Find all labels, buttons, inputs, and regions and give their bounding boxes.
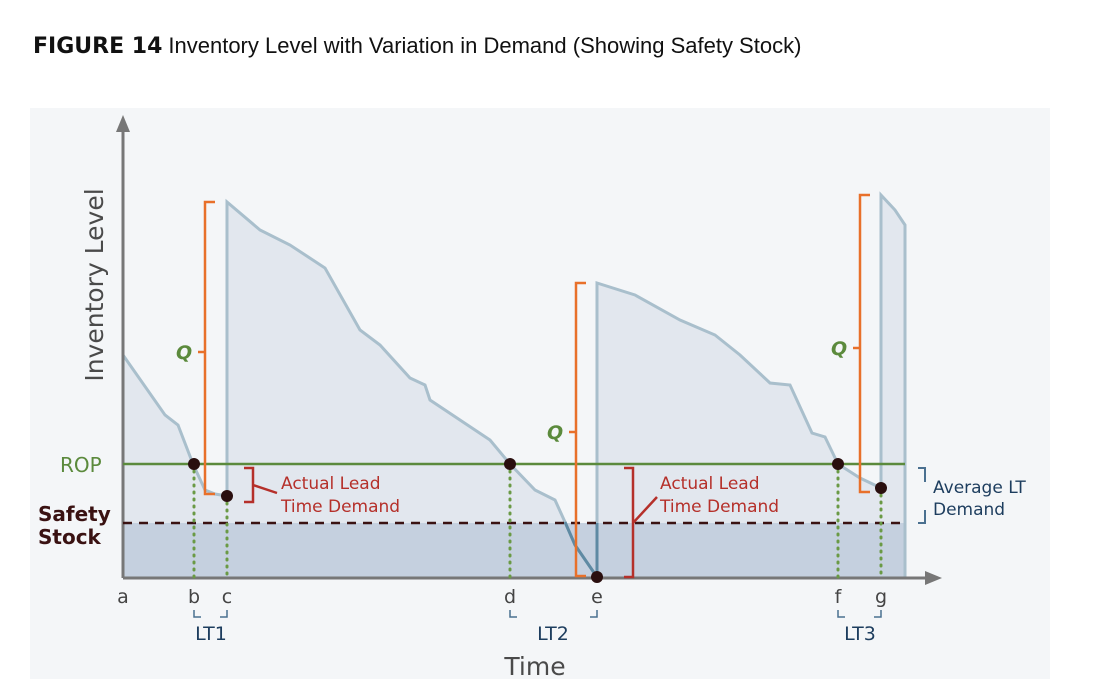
x-axis-label: Time bbox=[503, 652, 565, 679]
q-label-2: Q bbox=[547, 422, 563, 444]
lt3-label: LT3 bbox=[844, 623, 876, 645]
safety-stock-label-line1: Safety bbox=[38, 502, 111, 526]
inventory-curve bbox=[121, 191, 907, 582]
figure-caption: Inventory Level with Variation in Demand… bbox=[168, 33, 802, 58]
safety-stock-label-line2: Stock bbox=[38, 525, 102, 549]
q-brackets bbox=[198, 193, 870, 578]
actual-lt-demand-brackets bbox=[244, 466, 658, 579]
actual-lt-demand-1-line1: Actual Lead bbox=[281, 474, 381, 494]
stockout-segment bbox=[563, 521, 599, 582]
y-axis-label: Inventory Level bbox=[80, 188, 109, 381]
time-point-f: f bbox=[835, 586, 843, 608]
time-point-g: g bbox=[875, 586, 887, 608]
time-point-c: c bbox=[222, 586, 232, 608]
figure-number: FIGURE 14 bbox=[33, 34, 163, 59]
safety-stock-band bbox=[123, 523, 905, 578]
lead-time-markers bbox=[192, 462, 883, 580]
lt-brackets bbox=[193, 610, 882, 618]
q-label-1: Q bbox=[176, 342, 192, 364]
time-point-b: b bbox=[188, 586, 200, 608]
time-point-e: e bbox=[591, 586, 603, 608]
average-lt-demand-line2: Demand bbox=[933, 500, 1005, 520]
inventory-area bbox=[123, 195, 905, 578]
x-axis-arrow-icon bbox=[925, 571, 942, 585]
average-lt-demand-line1: Average LT bbox=[933, 478, 1026, 498]
y-axis-arrow-icon bbox=[116, 115, 130, 132]
lt1-label: LT1 bbox=[195, 623, 227, 645]
actual-lt-demand-1-line2: Time Demand bbox=[280, 497, 400, 517]
event-points bbox=[188, 458, 887, 583]
actual-lt-demand-2-line2: Time Demand bbox=[659, 497, 779, 517]
q-label-3: Q bbox=[831, 338, 847, 360]
actual-lt-demand-2-line1: Actual Lead bbox=[660, 474, 760, 494]
average-lt-bracket bbox=[918, 467, 926, 524]
lt2-label: LT2 bbox=[537, 623, 569, 645]
time-point-a: a bbox=[117, 586, 129, 608]
figure-title: FIGURE 14 Inventory Level with Variation … bbox=[33, 33, 801, 59]
time-point-d: d bbox=[504, 586, 516, 608]
rop-label: ROP bbox=[60, 453, 102, 477]
